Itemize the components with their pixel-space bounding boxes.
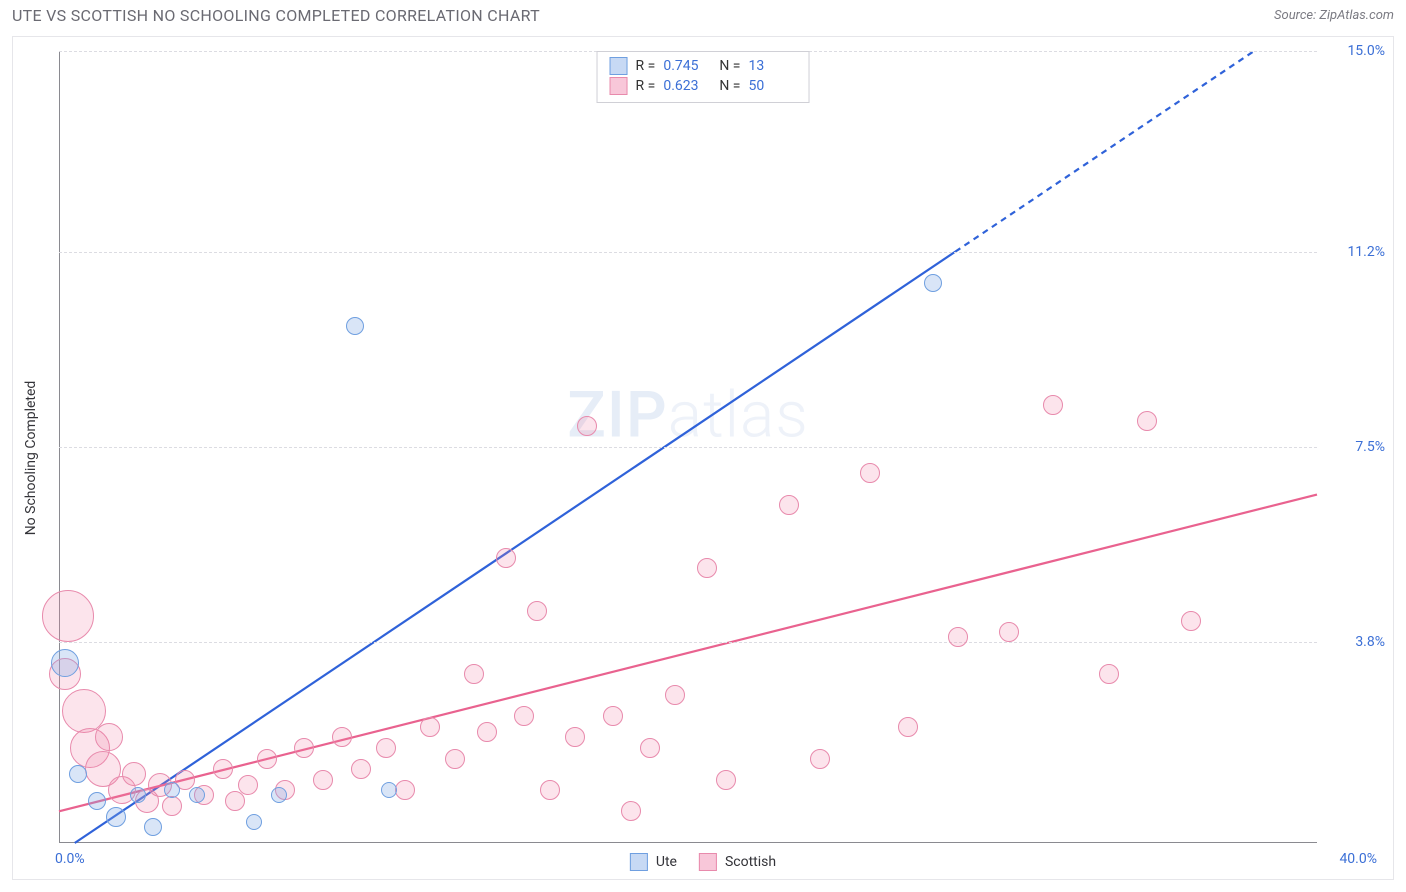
scottish-point: [238, 775, 258, 795]
ute-point: [51, 649, 79, 677]
ute-point: [924, 274, 942, 292]
legend-stats-ute: R = 0.745 N = 13: [610, 56, 797, 76]
ute-legend-swatch-icon: [630, 853, 648, 871]
chart-container: No Schooling Completed ZIPatlas 3.8%7.5%…: [12, 36, 1394, 880]
y-tick-label: 15.0%: [1325, 43, 1385, 59]
y-tick-label: 7.5%: [1325, 439, 1385, 455]
scottish-point: [527, 601, 547, 621]
gridline: [59, 252, 1317, 253]
scottish-point: [621, 801, 641, 821]
ute-point: [189, 787, 205, 803]
scottish-r-value: 0.623: [663, 78, 711, 94]
y-axis-title: No Schooling Completed: [23, 381, 39, 536]
scottish-point: [213, 759, 233, 779]
ute-point: [130, 787, 146, 803]
ute-point: [69, 765, 87, 783]
y-tick-label: 3.8%: [1325, 634, 1385, 650]
x-axis-max-label: 40.0%: [1339, 851, 1377, 867]
scottish-point: [496, 548, 516, 568]
ute-point: [88, 792, 106, 810]
ute-point: [164, 782, 180, 798]
chart-source: Source: ZipAtlas.com: [1274, 8, 1394, 23]
scottish-legend-swatch-icon: [699, 853, 717, 871]
y-tick-label: 11.2%: [1325, 244, 1385, 260]
scottish-point: [999, 622, 1019, 642]
plot-area: ZIPatlas 3.8%7.5%11.2%15.0%: [59, 51, 1317, 843]
scottish-point: [1099, 664, 1119, 684]
scottish-point: [122, 762, 146, 786]
scottish-legend-label: Scottish: [725, 854, 776, 870]
scottish-point: [779, 495, 799, 515]
legend-item-scottish: Scottish: [699, 853, 776, 871]
scottish-point: [42, 590, 94, 642]
legend-stats-box: R = 0.745 N = 13 R = 0.623 N = 50: [597, 51, 810, 103]
scottish-point: [860, 463, 880, 483]
scottish-point: [420, 717, 440, 737]
ute-point: [246, 814, 262, 830]
scottish-point: [477, 722, 497, 742]
scottish-point: [1043, 395, 1063, 415]
ute-n-value: 13: [748, 58, 796, 74]
legend-item-ute: Ute: [630, 853, 677, 871]
ute-n-label: N =: [719, 58, 740, 74]
scottish-point: [1137, 411, 1157, 431]
scottish-r-label: R =: [636, 78, 656, 94]
ute-point: [144, 818, 162, 836]
scottish-n-label: N =: [719, 78, 740, 94]
scottish-point: [464, 664, 484, 684]
ute-swatch-icon: [610, 57, 628, 75]
scottish-point: [640, 738, 660, 758]
scottish-point: [898, 717, 918, 737]
scottish-point: [332, 727, 352, 747]
gridline: [59, 447, 1317, 448]
bottom-legend: Ute Scottish: [630, 853, 776, 871]
legend-stats-scottish: R = 0.623 N = 50: [610, 76, 797, 96]
ute-r-value: 0.745: [663, 58, 711, 74]
scottish-n-value: 50: [748, 78, 796, 94]
ute-point: [381, 782, 397, 798]
scottish-point: [577, 416, 597, 436]
scottish-point: [294, 738, 314, 758]
scottish-point: [948, 627, 968, 647]
ute-point: [346, 317, 364, 335]
scottish-point: [257, 749, 277, 769]
gridline: [59, 642, 1317, 643]
scottish-point: [351, 759, 371, 779]
scottish-point: [603, 706, 623, 726]
ute-legend-label: Ute: [656, 854, 677, 870]
x-axis-min-label: 0.0%: [55, 851, 85, 867]
scottish-point: [95, 723, 123, 751]
chart-title: UTE VS SCOTTISH NO SCHOOLING COMPLETED C…: [12, 6, 540, 25]
scottish-point: [565, 727, 585, 747]
scottish-point: [313, 770, 333, 790]
scottish-point: [395, 780, 415, 800]
ute-point: [106, 807, 126, 827]
scottish-swatch-icon: [610, 77, 628, 95]
scottish-point: [810, 749, 830, 769]
scottish-point: [665, 685, 685, 705]
ute-point: [271, 787, 287, 803]
chart-header: UTE VS SCOTTISH NO SCHOOLING COMPLETED C…: [0, 0, 1406, 27]
ute-r-label: R =: [636, 58, 656, 74]
scottish-point: [376, 738, 396, 758]
scottish-point: [445, 749, 465, 769]
scottish-point: [697, 558, 717, 578]
scottish-point: [1181, 611, 1201, 631]
scottish-point: [162, 796, 182, 816]
scottish-point: [716, 770, 736, 790]
scottish-point: [540, 780, 560, 800]
scottish-point: [514, 706, 534, 726]
